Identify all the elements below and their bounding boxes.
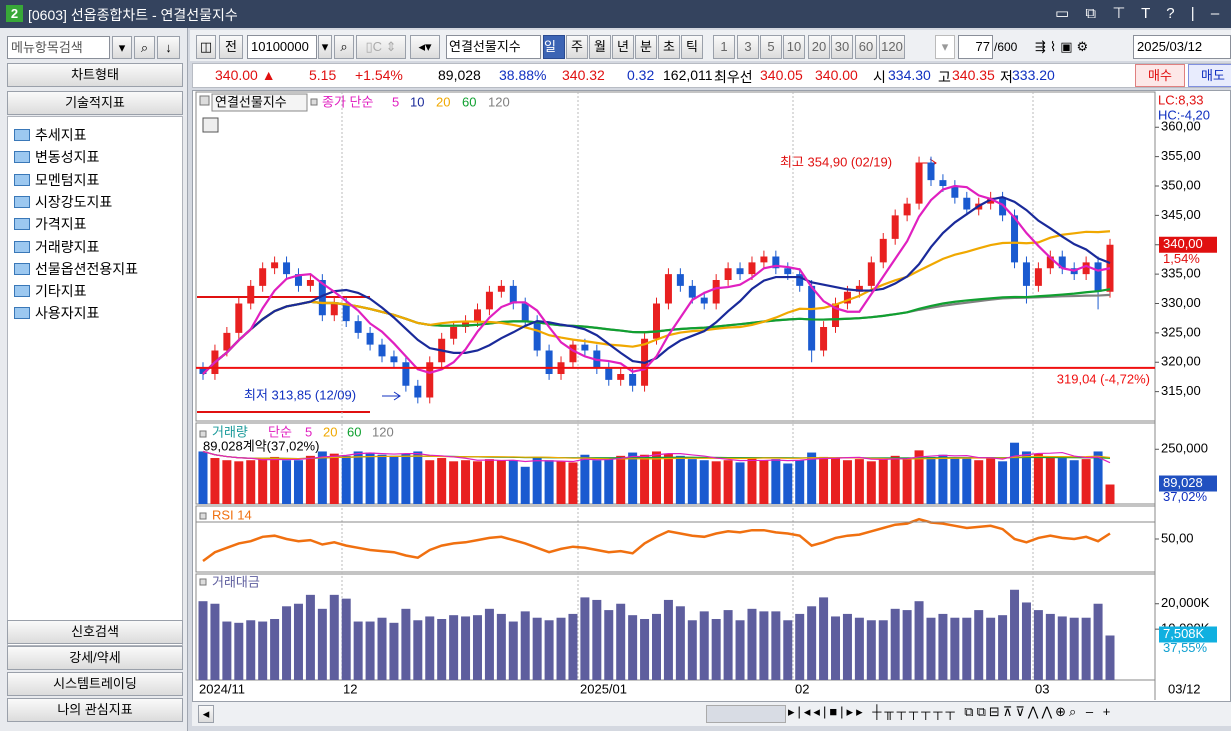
dropdown[interactable]: ▾ bbox=[318, 35, 332, 59]
period-tab[interactable]: 주 bbox=[566, 35, 588, 59]
code-input[interactable]: 10100000 bbox=[247, 35, 317, 59]
tree bbox=[7, 116, 183, 646]
indicators[interactable]: 기술적지표 bbox=[7, 91, 183, 115]
side-button[interactable]: 강세/약세 bbox=[7, 646, 183, 670]
interval-btn[interactable]: 60 bbox=[855, 35, 877, 59]
tree-label: 가격지표 bbox=[35, 216, 87, 233]
window-controls[interactable]: ▭ ⧉ ⊤ T ? | – ▢ bbox=[1055, 5, 1231, 22]
interval-btn[interactable]: 20 bbox=[808, 35, 830, 59]
tree-item[interactable]: 모멘텀지표 bbox=[14, 169, 99, 191]
tree-label: 거래량지표 bbox=[35, 238, 100, 255]
icon[interactable]: ◂▾ bbox=[410, 35, 440, 59]
chart-area bbox=[192, 90, 1231, 702]
badge: 2 bbox=[6, 5, 23, 22]
period-tab[interactable]: 일 bbox=[543, 35, 565, 59]
side-button[interactable]: 신호검색 bbox=[7, 620, 183, 644]
tree-item[interactable]: 추세지표 bbox=[14, 124, 87, 146]
folder-icon bbox=[14, 240, 30, 253]
chart-type[interactable]: 차트형태 bbox=[7, 63, 183, 87]
tree-label: 추세지표 bbox=[35, 127, 87, 143]
tool-icons[interactable]: ⇶⌇▣⚙ bbox=[1035, 39, 1093, 54]
search-btn[interactable]: ⌕ bbox=[334, 35, 354, 59]
quote-item: 334.30 bbox=[888, 67, 931, 83]
quote-item: 최우선 bbox=[714, 69, 753, 85]
tree-item[interactable]: 가격지표 bbox=[14, 213, 87, 235]
quote-item: 38.88% bbox=[499, 67, 547, 83]
period-tab[interactable]: 년 bbox=[612, 35, 634, 59]
all-btn[interactable]: 전 bbox=[219, 35, 243, 59]
scroll-bar: ◂ ▸|◂◂|■|▸▸ ┼╥┬┬┬┬┬ ⧉⧉⊟⊼⊽⋀⋀⊕⌕ – + bbox=[192, 702, 1231, 726]
folder-icon bbox=[14, 129, 30, 141]
quote-item: 시 bbox=[873, 69, 886, 85]
tree-item[interactable]: 선물옵션전용지표 bbox=[14, 258, 138, 280]
name-box[interactable]: 연결선물지수 bbox=[446, 35, 541, 59]
total: /600 bbox=[994, 40, 1018, 54]
interval-btn[interactable]: 10 bbox=[783, 35, 805, 59]
folder-icon bbox=[14, 285, 30, 298]
tree-item[interactable]: 거래량지표 bbox=[14, 236, 99, 258]
quote-item: 340.00 ▲ bbox=[215, 67, 276, 83]
interval-btn[interactable]: 1 bbox=[713, 35, 735, 59]
search-input[interactable]: 메뉴항목검색 bbox=[7, 36, 110, 59]
tree-item[interactable]: 기타지표 bbox=[14, 280, 87, 302]
quote-item: 162,011 bbox=[663, 67, 713, 83]
quote-item: 0.32 bbox=[627, 67, 655, 83]
folder-icon bbox=[14, 173, 30, 186]
side-button[interactable]: 나의 관심지표 bbox=[7, 698, 183, 722]
tree-label: 모멘텀지표 bbox=[35, 171, 100, 188]
sell-btn[interactable]: 매도 bbox=[1188, 64, 1231, 87]
dropdown[interactable]: ▾ bbox=[935, 35, 955, 59]
folder-icon bbox=[14, 218, 30, 231]
quote-item: 89,028 bbox=[438, 67, 481, 83]
tree-label: 변동성지표 bbox=[35, 149, 100, 166]
quote-item: 340.00 bbox=[815, 67, 858, 83]
folder-icon bbox=[14, 195, 30, 208]
period-tab[interactable]: 초 bbox=[658, 35, 680, 59]
window-title: [0603] 선옵종합차트 - 연결선물지수 bbox=[28, 7, 238, 23]
folder-icon bbox=[14, 262, 30, 275]
dropdown[interactable]: ▾ bbox=[112, 36, 132, 59]
tree-label: 사용자지표 bbox=[35, 305, 100, 322]
period-tab[interactable]: 월 bbox=[589, 35, 611, 59]
quote-item: 340.05 bbox=[760, 67, 803, 83]
quote-bar bbox=[192, 63, 1231, 88]
scroll-left[interactable]: ◂ bbox=[198, 705, 214, 723]
icon[interactable]: ▯C ⇕ bbox=[356, 35, 406, 59]
count[interactable]: 77 bbox=[958, 35, 993, 59]
date-input[interactable]: 2025/03/12 bbox=[1133, 35, 1231, 59]
interval-btn[interactable]: 3 bbox=[737, 35, 759, 59]
interval-btn[interactable]: 5 bbox=[760, 35, 782, 59]
quote-item: 340.35 bbox=[952, 67, 995, 83]
folder-icon bbox=[14, 307, 30, 320]
quote-item: +1.54% bbox=[355, 67, 403, 83]
tree-label: 기타지표 bbox=[35, 283, 87, 300]
tree-item[interactable]: 시장강도지표 bbox=[14, 191, 112, 213]
folder-icon bbox=[14, 151, 30, 164]
quote-item: 5.15 bbox=[309, 67, 337, 83]
interval-btn[interactable]: 120 bbox=[879, 35, 905, 59]
tree-label: 시장강도지표 bbox=[35, 193, 113, 210]
buy-btn[interactable]: 매수 bbox=[1135, 64, 1185, 87]
tree-item[interactable]: 변동성지표 bbox=[14, 146, 99, 168]
scroll-thumb[interactable] bbox=[706, 705, 786, 723]
down-btn[interactable]: ↓ bbox=[157, 36, 180, 59]
tree-label: 선물옵션전용지표 bbox=[35, 260, 139, 277]
icon[interactable]: ◫ bbox=[196, 35, 216, 59]
side-button[interactable]: 시스템트레이딩 bbox=[7, 672, 183, 696]
title-bar: 2 [0603] 선옵종합차트 - 연결선물지수 ▭ ⧉ ⊤ T ? | – ▢ bbox=[0, 0, 1231, 28]
period-tab[interactable]: 분 bbox=[635, 35, 657, 59]
quote-item: 340.32 bbox=[562, 67, 605, 83]
play-controls[interactable]: ▸|◂◂|■|▸▸ ┼╥┬┬┬┬┬ ⧉⧉⊟⊼⊽⋀⋀⊕⌕ – + bbox=[788, 704, 1114, 719]
quote-item: 고 bbox=[938, 69, 951, 85]
period-tab[interactable]: 틱 bbox=[681, 35, 703, 59]
interval-btn[interactable]: 30 bbox=[831, 35, 853, 59]
search-btn[interactable]: ⌕ bbox=[134, 36, 155, 59]
quote-item: 저 bbox=[1000, 69, 1013, 85]
tree-item[interactable]: 사용자지표 bbox=[14, 302, 99, 324]
quote-item: 333.20 bbox=[1012, 67, 1055, 83]
